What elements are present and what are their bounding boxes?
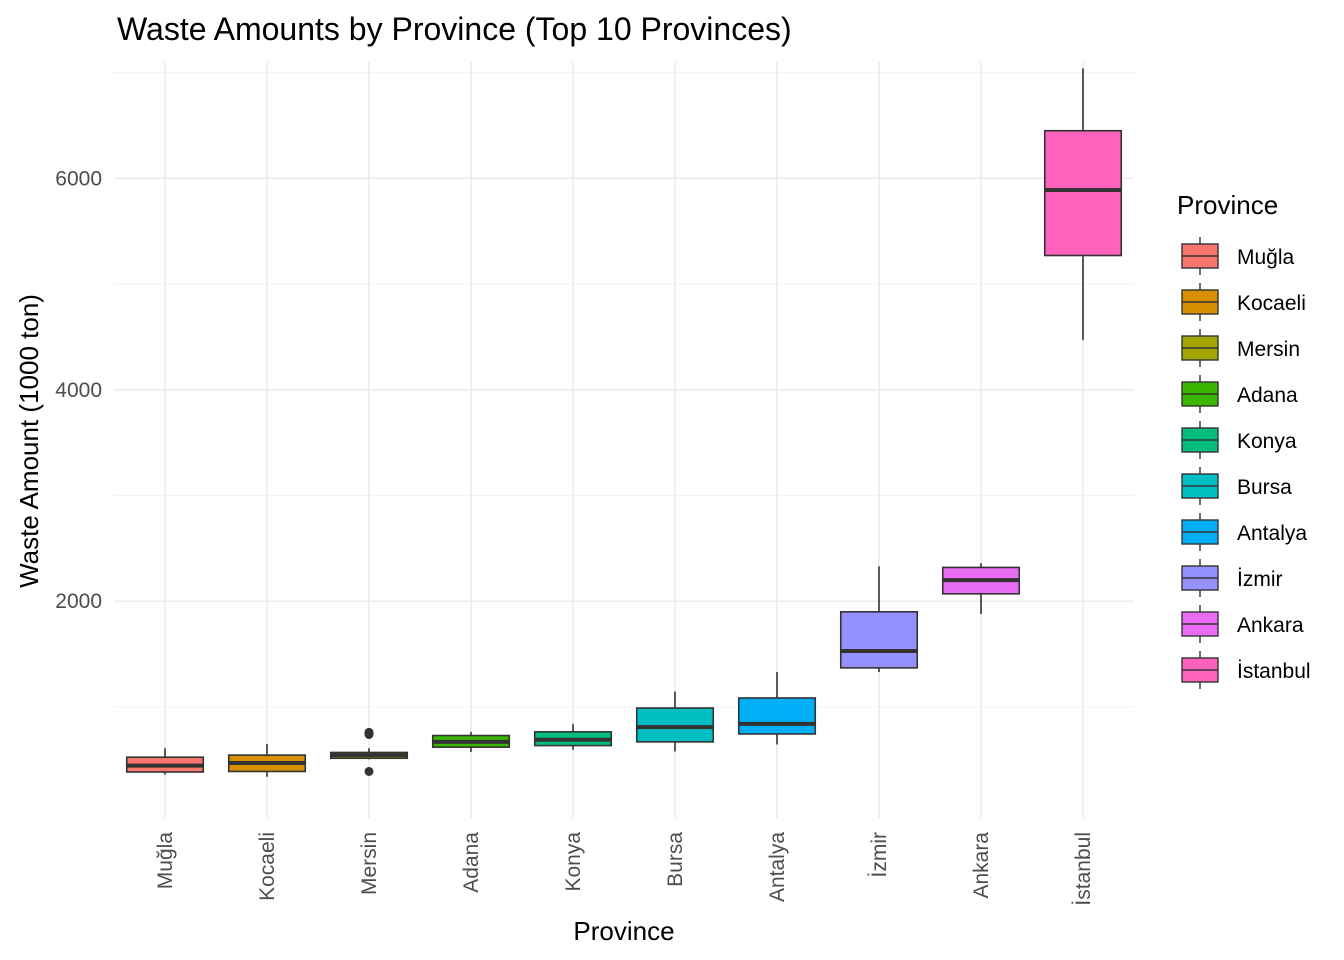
legend-label: İzmir — [1237, 568, 1283, 591]
x-tick-label: İstanbul — [1072, 832, 1095, 906]
legend-item: İstanbul — [1181, 651, 1311, 689]
legend-label: Antalya — [1237, 522, 1307, 545]
legend-item: Konya — [1181, 421, 1297, 459]
legend-label: Konya — [1237, 430, 1297, 453]
legend-item: Ankara — [1181, 605, 1304, 643]
x-tick-label: İzmir — [868, 832, 891, 878]
legend-label: Mersin — [1237, 338, 1300, 361]
chart-title: Waste Amounts by Province (Top 10 Provin… — [117, 11, 792, 47]
box-2 — [227, 743, 307, 777]
box-10 — [1043, 68, 1123, 341]
x-tick-label: Adana — [460, 832, 483, 893]
x-tick-label: Antalya — [766, 832, 789, 902]
box-1 — [125, 748, 205, 775]
legend-items: Muğla Kocaeli Mersin Adana Konya Bursa Antalya… — [1181, 237, 1311, 689]
legend-item: Kocaeli — [1181, 283, 1306, 321]
x-tick-label: Ankara — [970, 832, 993, 899]
legend: Province Muğla Kocaeli Mersin Adana Konya Bur… — [1177, 190, 1311, 689]
box-iqr — [839, 611, 919, 669]
y-tick-label: 4000 — [55, 379, 102, 402]
x-tick-label: Mersin — [358, 832, 381, 895]
box-9 — [941, 563, 1021, 614]
legend-label: Adana — [1237, 384, 1298, 407]
box-iqr — [1043, 129, 1123, 257]
legend-item: Muğla — [1181, 237, 1295, 275]
box-iqr — [737, 697, 817, 735]
x-axis-title: Province — [573, 916, 674, 946]
x-axis-ticks: Muğla Kocaeli Mersin Adana Konya Bursa Antalya… — [154, 832, 1095, 906]
box-8 — [839, 566, 919, 673]
box-7 — [737, 672, 817, 745]
legend-title: Province — [1177, 190, 1278, 220]
box-6 — [635, 691, 715, 752]
x-tick-label: Konya — [562, 832, 585, 892]
legend-item: İzmir — [1181, 559, 1283, 597]
box-3 — [329, 727, 409, 776]
outlier-point — [364, 766, 374, 776]
legend-item: Bursa — [1181, 467, 1292, 505]
legend-item: Mersin — [1181, 329, 1300, 367]
legend-label: İstanbul — [1237, 660, 1311, 683]
legend-item: Antalya — [1181, 513, 1307, 551]
y-axis-title: Waste Amount (1000 ton) — [14, 294, 44, 588]
x-tick-label: Kocaeli — [256, 832, 279, 901]
legend-item: Adana — [1181, 375, 1298, 413]
box-iqr — [635, 707, 715, 743]
x-tick-label: Bursa — [664, 832, 687, 887]
legend-label: Bursa — [1237, 476, 1292, 499]
x-tick-label: Muğla — [154, 832, 177, 890]
box-4 — [431, 731, 511, 752]
y-tick-label: 6000 — [55, 167, 102, 190]
y-tick-label: 2000 — [55, 590, 102, 613]
legend-label: Muğla — [1237, 246, 1295, 269]
legend-label: Ankara — [1237, 614, 1304, 637]
legend-label: Kocaeli — [1237, 292, 1306, 315]
outlier-point — [364, 727, 374, 737]
plot-grid — [114, 62, 1134, 818]
y-axis-ticks: 2000 4000 6000 — [55, 167, 102, 613]
box-series — [125, 68, 1123, 777]
box-5 — [533, 723, 613, 750]
